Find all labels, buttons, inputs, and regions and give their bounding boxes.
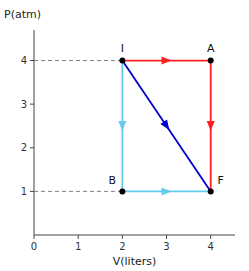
- process-line: [122, 61, 210, 192]
- y-tick-label: 3: [21, 99, 27, 110]
- y-tick-label: 1: [21, 186, 27, 197]
- y-tick: [30, 104, 34, 105]
- x-axis: [34, 235, 235, 236]
- arrow-head: [162, 57, 172, 65]
- point-labels: I A B F: [109, 42, 224, 188]
- chart: 0 1 2 3 4 1 2 3 4 V(liters) P(atm) I A B F: [0, 0, 249, 271]
- point-label: B: [109, 174, 117, 187]
- point-label: I: [121, 42, 124, 55]
- state-point: [119, 188, 125, 194]
- x-tick-label: 4: [208, 241, 214, 252]
- y-tick-label: 2: [21, 142, 27, 153]
- point-label: A: [207, 42, 215, 55]
- x-tick-label: 1: [75, 241, 81, 252]
- plot-area: [34, 57, 215, 196]
- y-tick-label: 4: [21, 55, 27, 66]
- x-tick: [34, 235, 35, 239]
- y-axis-label: P(atm): [4, 8, 41, 21]
- x-tick-label: 0: [31, 241, 37, 252]
- state-point: [208, 188, 214, 194]
- state-point: [208, 58, 214, 64]
- x-tick: [78, 235, 79, 239]
- y-tick: [30, 191, 34, 192]
- x-axis-label: V(liters): [113, 255, 157, 268]
- x-tick-label: 2: [119, 241, 125, 252]
- x-tick-label: 3: [163, 241, 169, 252]
- arrow-head: [207, 121, 215, 131]
- y-tick: [30, 147, 34, 148]
- reference-line: [34, 60, 122, 61]
- x-tick: [210, 235, 211, 239]
- state-point: [119, 58, 125, 64]
- point-label: F: [218, 174, 224, 187]
- arrow-head: [162, 187, 172, 195]
- arrow-head: [160, 120, 172, 133]
- y-tick: [30, 60, 34, 61]
- arrow-head: [118, 121, 126, 131]
- x-tick: [122, 235, 123, 239]
- x-tick: [166, 235, 167, 239]
